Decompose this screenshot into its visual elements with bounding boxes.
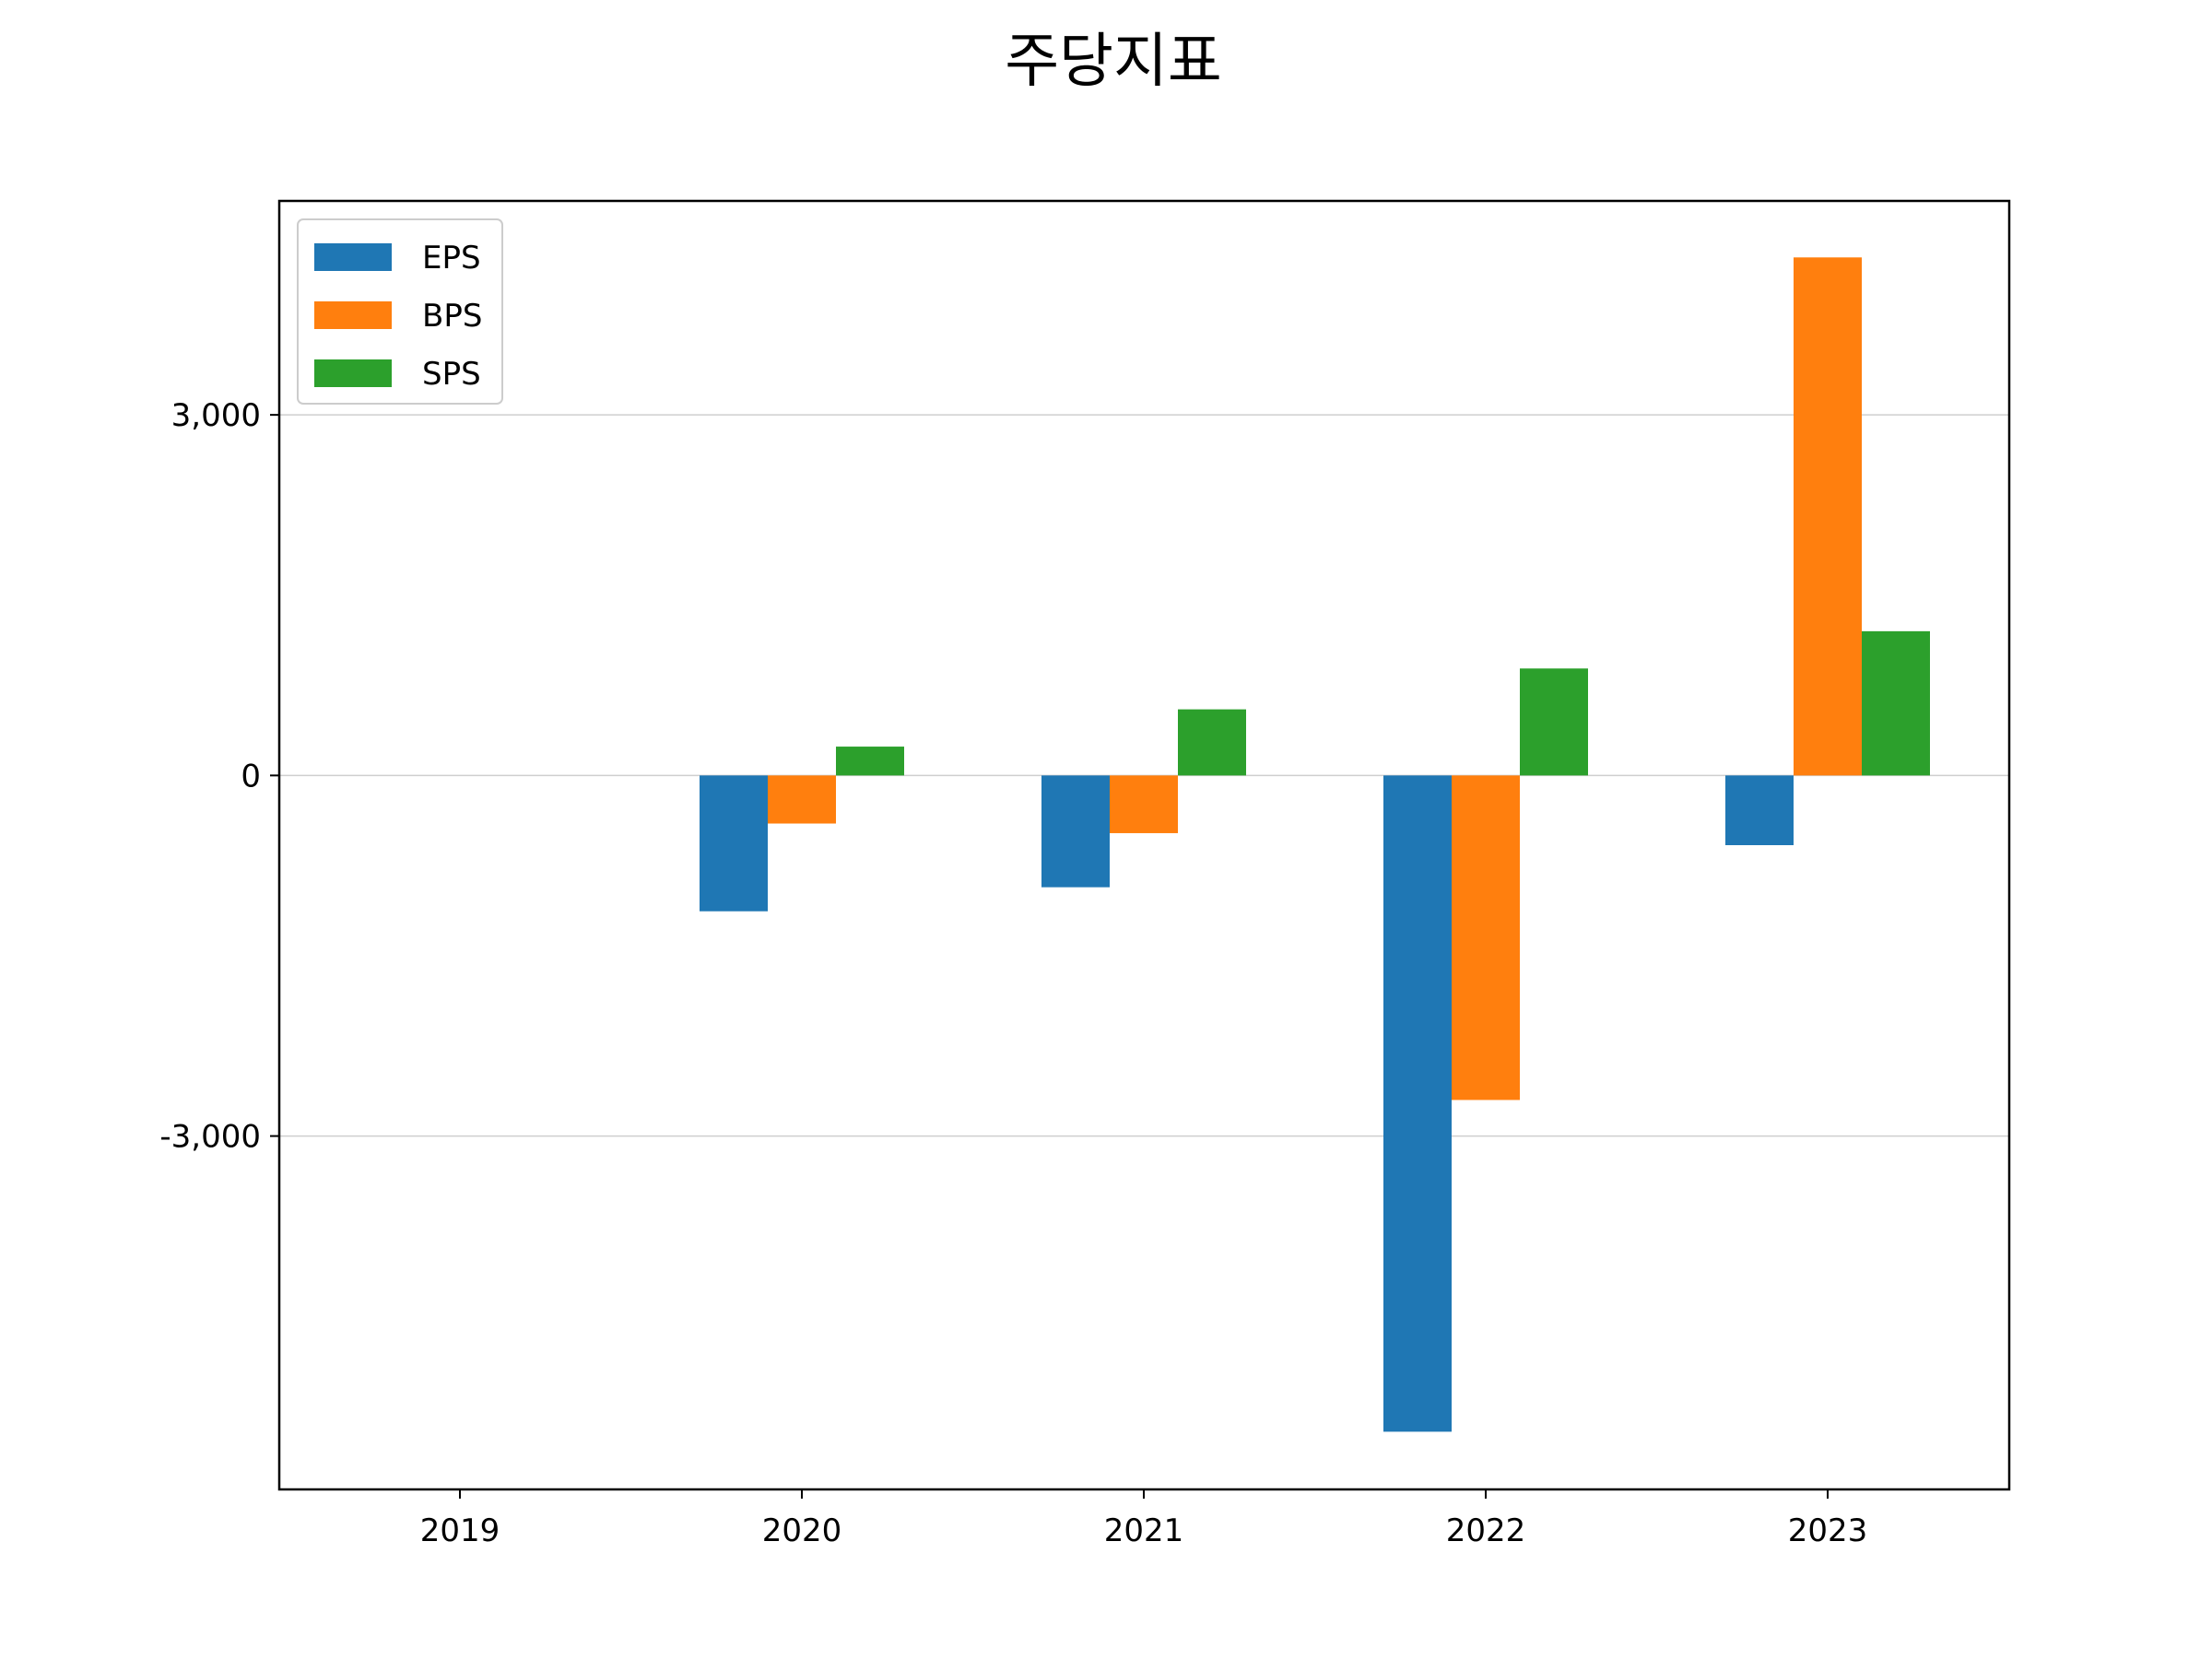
- y-axis: -3,000 0 3,000: [159, 397, 279, 1156]
- bar-eps-2023: [1725, 775, 1794, 845]
- x-axis: 2019 2020 2021 2022 2023: [420, 1489, 1868, 1549]
- x-tick-label: 2023: [1788, 1512, 1868, 1549]
- x-tick-label: 2022: [1446, 1512, 1526, 1549]
- legend-swatch-sps: [314, 359, 392, 387]
- bar-sps-2022: [1520, 668, 1588, 776]
- chart-title: 주당지표: [1005, 28, 1222, 96]
- legend: EPS BPS SPS: [297, 218, 503, 405]
- bar-eps-2022: [1383, 775, 1452, 1432]
- legend-label-bps: BPS: [422, 298, 482, 335]
- bar-bps-2020: [768, 775, 836, 824]
- legend-label-sps: SPS: [422, 356, 481, 393]
- y-tick-label: -3,000: [159, 1119, 261, 1156]
- bar-eps-2020: [700, 775, 768, 912]
- x-tick-label: 2021: [1104, 1512, 1184, 1549]
- bar-sps-2020: [836, 747, 904, 776]
- bar-eps-2021: [1041, 775, 1110, 888]
- legend-swatch-eps: [314, 243, 392, 271]
- bar-bps-2023: [1794, 257, 1862, 776]
- bar-bps-2021: [1110, 775, 1178, 833]
- legend-swatch-bps: [314, 301, 392, 329]
- bar-bps-2022: [1452, 775, 1520, 1100]
- bar-sps-2021: [1178, 709, 1246, 776]
- bar-sps-2023: [1862, 630, 1930, 776]
- x-tick-label: 2020: [762, 1512, 842, 1549]
- x-tick-label: 2019: [420, 1512, 500, 1549]
- bars: [700, 257, 1930, 1432]
- legend-label-eps: EPS: [422, 240, 481, 276]
- y-tick-label: 0: [241, 758, 261, 794]
- y-tick-label: 3,000: [171, 397, 261, 434]
